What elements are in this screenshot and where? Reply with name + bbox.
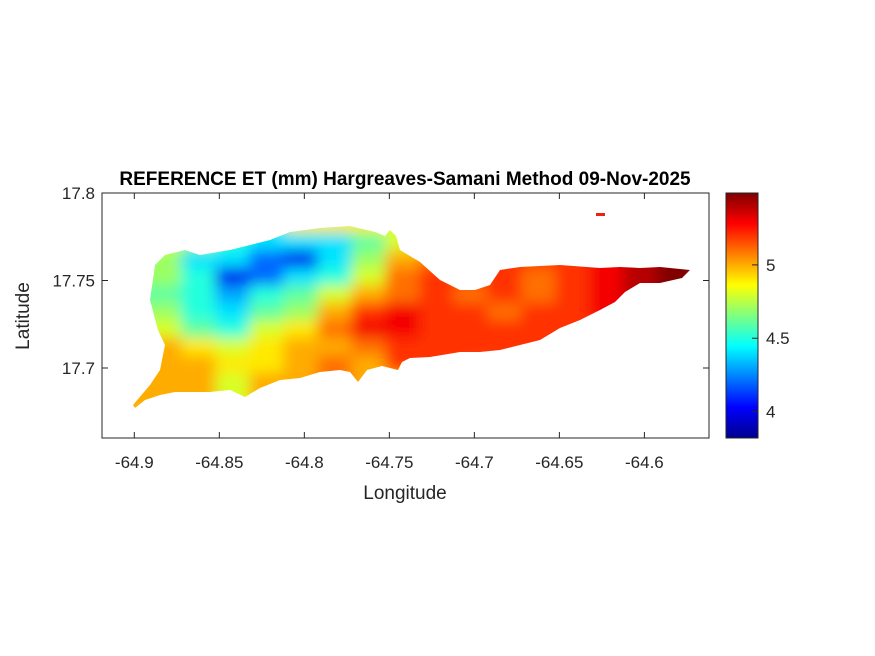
heatmap-layer <box>133 226 690 408</box>
islet-mark <box>596 213 605 216</box>
heatmap-cell <box>419 226 462 241</box>
x-axis-label: Longitude <box>363 483 446 504</box>
x-tick-label: -64.6 <box>625 453 664 472</box>
heatmap-cell <box>589 232 632 259</box>
heatmap-cell <box>283 390 326 408</box>
heatmap-cell <box>147 226 190 241</box>
y-tick-label: 17.8 <box>62 184 95 203</box>
heatmap-cell <box>453 250 496 276</box>
heatmap-cell <box>385 372 428 399</box>
heatmap-cell <box>657 232 690 259</box>
heatmap-cell <box>351 372 394 399</box>
y-axis: 17.7 17.75 17.8 <box>52 184 709 378</box>
heatmap-cell <box>521 337 564 364</box>
heatmap-cell <box>133 302 156 329</box>
colorbar-tick-label: 4.5 <box>766 329 790 348</box>
colorbar-tick-label: 5 <box>766 256 775 275</box>
x-axis: -64.9 -64.85 -64.8 -64.75 -64.7 -64.65 -64.6 <box>115 193 664 472</box>
x-tick-label: -64.8 <box>285 453 324 472</box>
heatmap-cell <box>181 226 224 241</box>
heatmap-cell <box>317 372 360 399</box>
heatmap-cell <box>133 226 156 241</box>
x-tick-label: -64.9 <box>115 453 154 472</box>
y-axis-label: Latitude <box>13 282 34 350</box>
heatmap-cell <box>215 390 258 408</box>
heatmap-cell <box>133 320 156 346</box>
heatmap-cell <box>623 302 666 329</box>
heatmap-cell <box>657 285 690 311</box>
colorbar-ticks: 44.55 <box>752 256 790 422</box>
x-tick-label: -64.65 <box>535 453 583 472</box>
heatmap-cell <box>453 232 496 259</box>
heatmap-cell <box>555 320 598 346</box>
colorbar-tick-label: 4 <box>766 403 775 422</box>
heatmap-cell <box>623 232 666 259</box>
heatmap-cell <box>181 390 224 408</box>
heatmap-cell <box>249 390 292 408</box>
heatmap-cell <box>487 232 530 259</box>
heatmap-cell <box>589 320 632 346</box>
colorbar <box>725 192 759 439</box>
y-tick-label: 17.75 <box>52 272 95 291</box>
y-tick-label: 17.7 <box>62 359 95 378</box>
axes-box <box>101 192 710 439</box>
heatmap-cell <box>555 232 598 259</box>
x-tick-label: -64.7 <box>455 453 494 472</box>
heatmap-cell <box>283 372 326 399</box>
heatmap-cell <box>589 302 632 329</box>
heatmap-cell <box>133 337 156 364</box>
heatmap-cell <box>133 355 156 381</box>
heatmap-cell <box>147 390 190 408</box>
heatmap-cell <box>133 267 156 294</box>
heatmap-cell <box>419 232 462 259</box>
heatmap-cell <box>521 232 564 259</box>
chart-title: REFERENCE ET (mm) Hargreaves-Samani Meth… <box>119 169 691 190</box>
x-tick-label: -64.75 <box>365 453 413 472</box>
heatmap-cell <box>133 285 156 311</box>
x-tick-label: -64.85 <box>195 453 243 472</box>
heatmap-cell <box>385 355 428 381</box>
heatmap-cell <box>623 285 666 311</box>
heatmap-cell <box>419 355 462 381</box>
heatmap-cell <box>133 250 156 276</box>
heatmap-cell <box>215 226 258 241</box>
heatmap-cell <box>133 232 156 259</box>
heatmap-cell <box>657 267 690 294</box>
